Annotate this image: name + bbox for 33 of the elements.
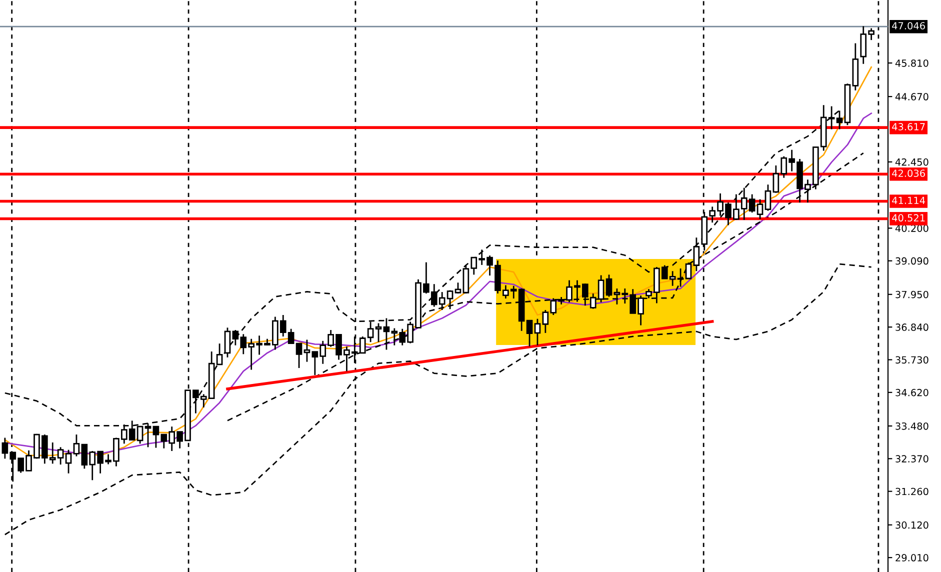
y-tick-label: 44.670 [895, 93, 928, 100]
candlestick [685, 262, 692, 280]
candlestick [296, 342, 302, 369]
candlestick [224, 326, 231, 358]
candlestick [375, 322, 382, 343]
candlestick [73, 434, 80, 457]
y-tick-label: 33.480 [896, 422, 928, 430]
candlestick [534, 318, 541, 346]
y-tick-label: 30.120 [896, 521, 928, 529]
ref-line-label: 43.617 [892, 123, 925, 130]
ref-line-label: 41.114 [892, 196, 926, 204]
candlestick [756, 198, 764, 220]
candlestick [216, 342, 223, 366]
ref-line-label: 40.521 [892, 214, 925, 222]
y-tick-label: 32.370 [896, 455, 928, 462]
y-tick-label: 45.810 [895, 59, 928, 67]
y-tick-label: 37.950 [896, 290, 928, 298]
y-tick-label: 40.200 [895, 224, 928, 232]
y-tick-label: 35.730 [896, 356, 928, 364]
candlestick [304, 339, 310, 362]
y-tick-label: 42.450 [895, 158, 928, 166]
y-tick-label: 36.840 [896, 324, 928, 331]
y-tick-label: 39.090 [896, 257, 928, 265]
y-tick-label: 31.260 [896, 488, 928, 496]
candlestick [526, 320, 533, 348]
candlestick [764, 184, 772, 212]
candlestick [65, 449, 72, 474]
candlestick [606, 274, 612, 298]
ref-line-label: 47.046 [892, 22, 925, 30]
ref-line-label: 42.036 [892, 170, 925, 177]
y-tick-label: 34.620 [896, 388, 928, 396]
candlestick [693, 236, 700, 272]
y-tick-label: 29.010 [896, 554, 928, 562]
